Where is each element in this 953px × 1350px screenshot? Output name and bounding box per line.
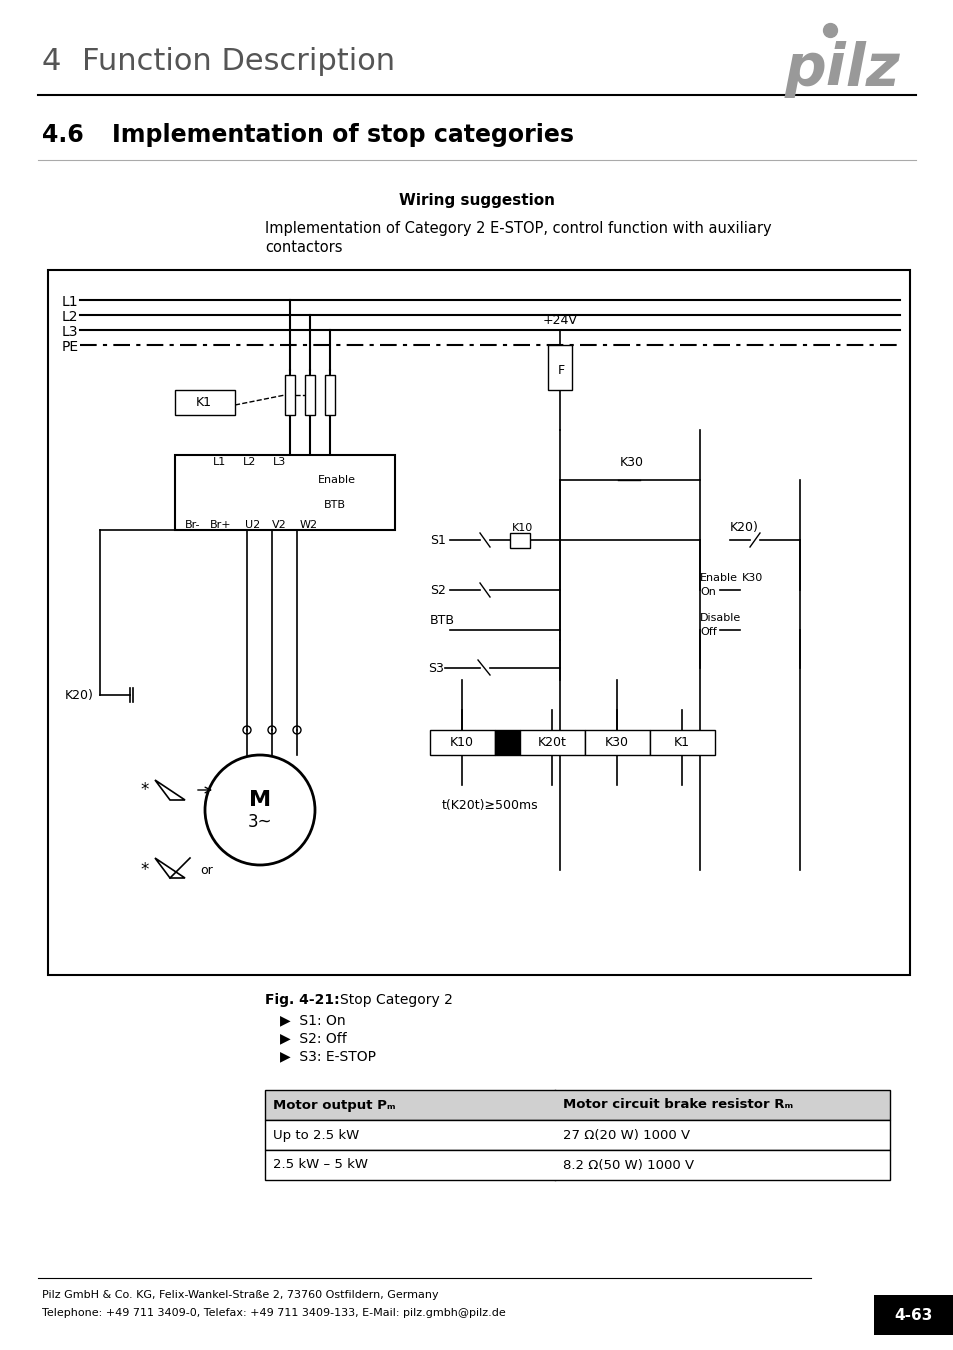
Text: K20): K20) [65, 688, 93, 702]
Bar [305, 375, 314, 414]
Text: Off: Off [700, 626, 716, 637]
Text: Wiring suggestion: Wiring suggestion [398, 193, 555, 208]
Text: Function Description: Function Description [82, 47, 395, 77]
Text: K20): K20) [729, 521, 758, 535]
Bar [48, 270, 909, 975]
Text: Disable: Disable [700, 613, 740, 622]
Text: +24V: +24V [542, 313, 577, 327]
Text: K20t: K20t [537, 736, 566, 748]
Text: contactors: contactors [265, 240, 342, 255]
Bar [519, 730, 584, 755]
Bar [649, 730, 714, 755]
Text: S2: S2 [430, 583, 445, 597]
Text: F: F [558, 363, 564, 377]
Text: L3: L3 [274, 458, 286, 467]
Text: BTB: BTB [324, 500, 346, 510]
Text: L1: L1 [62, 296, 78, 309]
Text: L1: L1 [213, 458, 227, 467]
Bar [174, 390, 234, 414]
Text: BTB: BTB [430, 613, 455, 626]
Text: K30: K30 [619, 455, 643, 468]
Bar [285, 375, 294, 414]
Text: Motor output Pₘ: Motor output Pₘ [273, 1099, 395, 1111]
Text: 4: 4 [42, 47, 61, 77]
Text: Pilz GmbH & Co. KG, Felix-Wankel-Straße 2, 73760 Ostfildern, Germany: Pilz GmbH & Co. KG, Felix-Wankel-Straße … [42, 1291, 438, 1300]
Text: Enable: Enable [317, 475, 355, 485]
Text: On: On [700, 587, 715, 597]
Text: Motor circuit brake resistor Rₘ: Motor circuit brake resistor Rₘ [562, 1099, 792, 1111]
Text: Stop Category 2: Stop Category 2 [339, 994, 453, 1007]
Text: K10: K10 [450, 736, 474, 748]
Text: PE: PE [62, 340, 79, 354]
Text: ▶  S3: E-STOP: ▶ S3: E-STOP [280, 1049, 375, 1062]
Text: Up to 2.5 kW: Up to 2.5 kW [273, 1129, 359, 1142]
Text: Enable: Enable [700, 572, 738, 583]
Text: *: * [140, 782, 149, 799]
Bar [325, 375, 335, 414]
Bar [584, 730, 649, 755]
Text: or: or [200, 864, 213, 876]
Bar [495, 730, 519, 755]
Text: 4.6: 4.6 [42, 123, 84, 147]
Bar [873, 1295, 953, 1335]
Text: Fig. 4-21:: Fig. 4-21: [265, 994, 339, 1007]
Text: L2: L2 [62, 310, 78, 324]
Bar [430, 730, 495, 755]
Text: 3~: 3~ [248, 813, 272, 832]
Bar [174, 455, 395, 531]
Bar [265, 1120, 889, 1150]
Text: W2: W2 [299, 520, 317, 531]
Bar [265, 1089, 889, 1120]
Text: S3: S3 [428, 662, 443, 675]
Text: Br+: Br+ [210, 520, 232, 531]
Text: Implementation of Category 2 E-STOP, control function with auxiliary: Implementation of Category 2 E-STOP, con… [265, 220, 771, 235]
Text: K10: K10 [512, 522, 533, 533]
Bar [510, 533, 530, 548]
Bar [547, 346, 572, 390]
Text: Telephone: +49 711 3409-0, Telefax: +49 711 3409-133, E-Mail: pilz.gmbh@pilz.de: Telephone: +49 711 3409-0, Telefax: +49 … [42, 1308, 505, 1318]
Text: t(K20t)≥500ms: t(K20t)≥500ms [441, 798, 537, 811]
Text: U2: U2 [245, 520, 260, 531]
Text: L3: L3 [62, 325, 78, 339]
Text: S1: S1 [430, 533, 445, 547]
Text: ▶  S2: Off: ▶ S2: Off [280, 1031, 346, 1045]
Text: V2: V2 [272, 520, 287, 531]
Text: 2.5 kW – 5 kW: 2.5 kW – 5 kW [273, 1158, 368, 1172]
Text: ▶  S1: On: ▶ S1: On [280, 1012, 345, 1027]
Text: *: * [140, 861, 149, 879]
Text: Br-: Br- [185, 520, 200, 531]
Text: pilz: pilz [783, 42, 899, 99]
Text: M: M [249, 790, 271, 810]
Text: 8.2 Ω(50 W) 1000 V: 8.2 Ω(50 W) 1000 V [562, 1158, 694, 1172]
Text: K30: K30 [741, 572, 762, 583]
Bar [265, 1150, 889, 1180]
Text: 4-63: 4-63 [894, 1308, 932, 1323]
Text: K1: K1 [673, 736, 689, 748]
Text: Implementation of stop categories: Implementation of stop categories [112, 123, 574, 147]
Text: K30: K30 [604, 736, 628, 748]
Text: 27 Ω(20 W) 1000 V: 27 Ω(20 W) 1000 V [562, 1129, 689, 1142]
Text: L2: L2 [243, 458, 256, 467]
Text: K1: K1 [195, 397, 212, 409]
